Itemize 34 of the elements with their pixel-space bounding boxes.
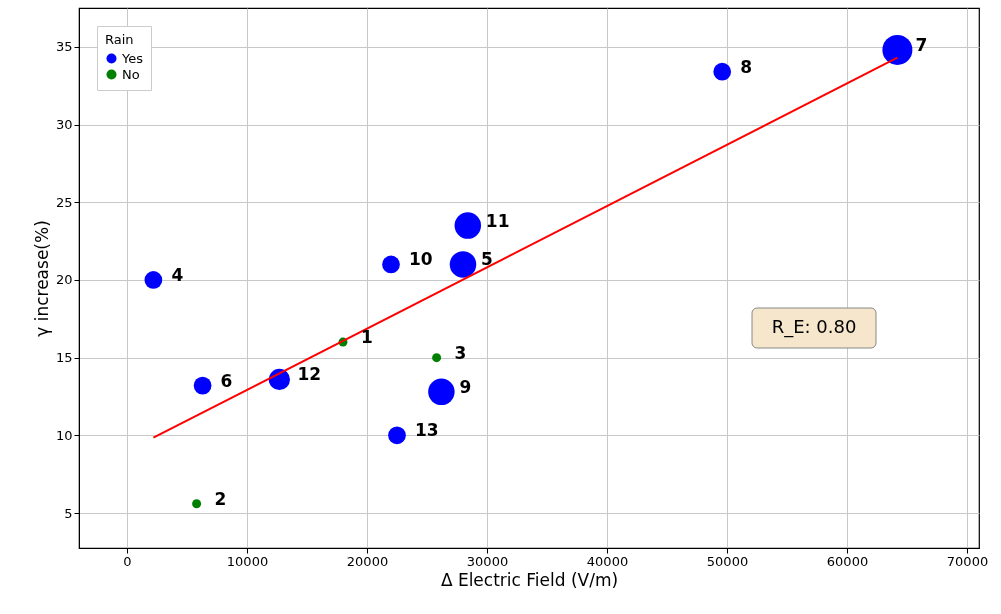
annotation: 5 (481, 249, 493, 270)
y-tick-label: 10 (55, 427, 73, 443)
legend-title: Rain (105, 32, 134, 47)
annotation: 4 (171, 264, 184, 285)
x-tick-label: 0 (123, 553, 132, 569)
x-tick-label: 20000 (346, 553, 389, 569)
annotation: 3 (454, 342, 467, 363)
x-tick-label: 60000 (826, 553, 869, 569)
x-tick-label: 30000 (466, 553, 509, 569)
legend-label: Yes (121, 50, 144, 66)
x-tick-label: 70000 (946, 553, 989, 569)
y-tick-label: 30 (55, 117, 73, 133)
annotation: 2 (214, 488, 227, 509)
annotation: 6 (220, 370, 233, 391)
y-tick-label: 20 (55, 272, 73, 288)
y-axis-title: γ increase(%) (31, 220, 52, 337)
y-tick-label: 35 (55, 39, 73, 55)
annotation: 13 (415, 420, 439, 441)
annotation: 8 (740, 56, 753, 77)
annotation: 1 (361, 327, 373, 348)
annotation: 7 (915, 34, 928, 55)
x-tick-label: 50000 (706, 553, 749, 569)
annotation: 12 (297, 364, 322, 385)
y-tick-label: 15 (55, 350, 73, 366)
annotation: 11 (485, 210, 510, 231)
annotation: R_E: 0.80 (771, 316, 857, 338)
y-tick-label: 5 (64, 505, 73, 521)
x-tick-label: 10000 (226, 553, 269, 569)
annotation: 9 (459, 376, 472, 397)
y-tick-label: 25 (55, 194, 73, 210)
x-axis-title: Δ Electric Field (V/m) (440, 569, 619, 590)
annotation: 10 (409, 249, 433, 270)
legend-label: No (122, 66, 140, 82)
x-tick-label: 40000 (586, 553, 629, 569)
